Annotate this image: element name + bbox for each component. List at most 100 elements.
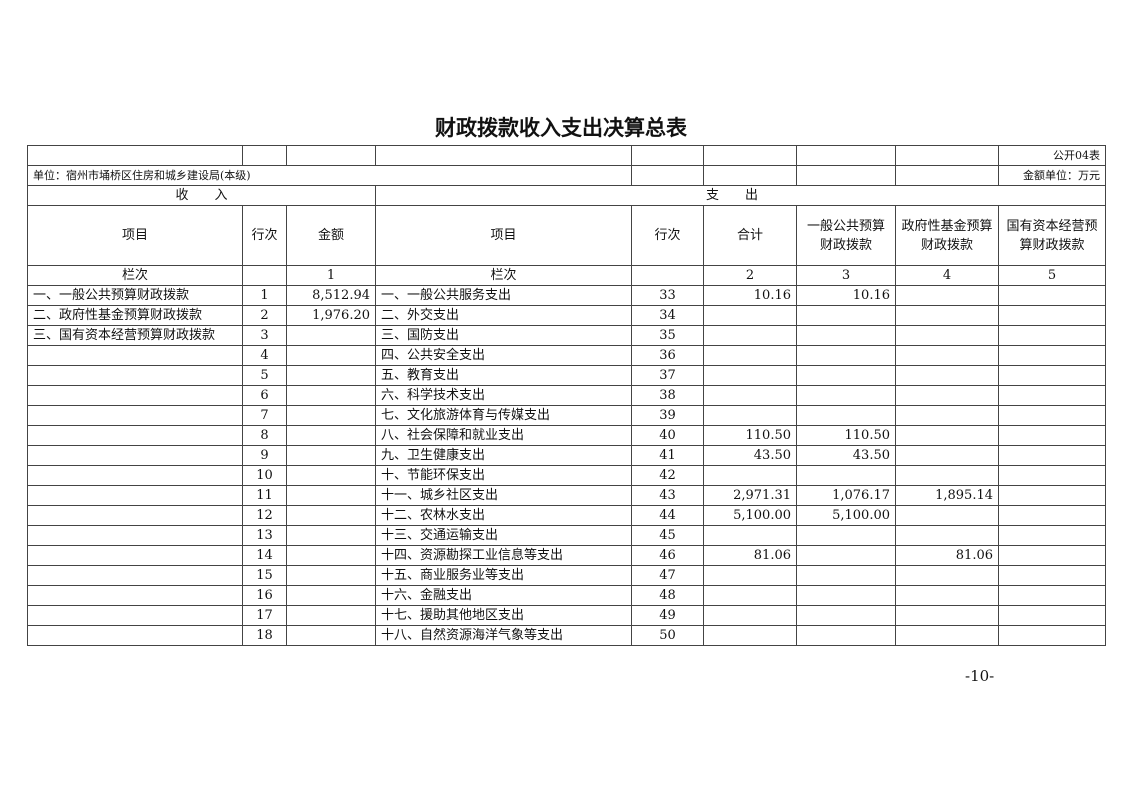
cell-income-line: 11: [242, 485, 287, 506]
cell-total: [703, 385, 797, 406]
cell-income-amount: [286, 545, 376, 566]
cell-general: [796, 385, 896, 406]
cell-state-capital: [998, 425, 1106, 446]
cell-income-amount: [286, 445, 376, 466]
cell-income-item: [27, 585, 243, 606]
cell-income-item: [27, 605, 243, 626]
cell-income-line: 6: [242, 385, 287, 406]
cell-gov-fund: [895, 565, 999, 586]
cell-general: [796, 585, 896, 606]
cell-expense-item: 八、社会保障和就业支出: [375, 425, 632, 446]
table-row: 14 十四、资源勘探工业信息等支出 46 81.06 81.06: [27, 545, 1106, 566]
cell-income-amount: [286, 465, 376, 486]
table-row: 17 十七、援助其他地区支出 49: [27, 605, 1106, 626]
cell-state-capital: [998, 625, 1106, 646]
table-row: 7 七、文化旅游体育与传媒支出 39: [27, 405, 1106, 426]
cell-expense-item: 七、文化旅游体育与传媒支出: [375, 405, 632, 426]
index-2: 2: [703, 265, 797, 286]
cell-income-item: [27, 425, 243, 446]
cell-income-line: 12: [242, 505, 287, 526]
cell-expense-line: 44: [631, 505, 704, 526]
cell-income-item: 二、政府性基金预算财政拨款: [27, 305, 243, 326]
cell-general: 10.16: [796, 285, 896, 306]
cell-gov-fund: 1,895.14: [895, 485, 999, 506]
cell-expense-line: 47: [631, 565, 704, 586]
table-row: 4 四、公共安全支出 36: [27, 345, 1106, 366]
cell-state-capital: [998, 445, 1106, 466]
table-row: 18 十八、自然资源海洋气象等支出 50: [27, 625, 1106, 646]
cell-gov-fund: [895, 345, 999, 366]
column-header-row: 项目 行次 金额 项目 行次 合计 一般公共预算财政拨款 政府性基金预算财政拨款…: [27, 205, 1106, 266]
cell-expense-line: 45: [631, 525, 704, 546]
col-expense-line: 行次: [631, 205, 704, 266]
cell-income-item: [27, 345, 243, 366]
cell-total: 2,971.31: [703, 485, 797, 506]
cell-expense-item: 十二、农林水支出: [375, 505, 632, 526]
index-3: 3: [796, 265, 896, 286]
cell-state-capital: [998, 505, 1106, 526]
cell-expense-line: 46: [631, 545, 704, 566]
cell-general: [796, 625, 896, 646]
cell-income-amount: [286, 385, 376, 406]
cell-general: [796, 605, 896, 626]
cell-expense-item: 四、公共安全支出: [375, 345, 632, 366]
cell-gov-fund: [895, 285, 999, 306]
cell-income-line: 3: [242, 325, 287, 346]
index-5: 5: [998, 265, 1106, 286]
cell-income-line: 10: [242, 465, 287, 486]
cell-income-line: 8: [242, 425, 287, 446]
cell-income-line: 7: [242, 405, 287, 426]
income-header: 收 入: [27, 185, 376, 206]
page-title: 财政拨款收入支出决算总表: [435, 115, 687, 140]
table-row: 10 十、节能环保支出 42: [27, 465, 1106, 486]
cell-expense-item: 十八、自然资源海洋气象等支出: [375, 625, 632, 646]
page-number: -10-: [965, 667, 995, 685]
cell-expense-item: 一、一般公共服务支出: [375, 285, 632, 306]
cell-general: [796, 565, 896, 586]
cell-expense-line: 48: [631, 585, 704, 606]
cell-total: [703, 405, 797, 426]
table-row: 三、国有资本经营预算财政拨款 3 三、国防支出 35: [27, 325, 1106, 346]
cell-income-item: [27, 465, 243, 486]
cell-expense-line: 34: [631, 305, 704, 326]
cell-income-item: [27, 545, 243, 566]
cell-expense-item: 十一、城乡社区支出: [375, 485, 632, 506]
cell-expense-item: 十五、商业服务业等支出: [375, 565, 632, 586]
cell-gov-fund: [895, 465, 999, 486]
cell-income-amount: [286, 605, 376, 626]
cell-income-line: 18: [242, 625, 287, 646]
cell-gov-fund: 81.06: [895, 545, 999, 566]
cell-total: [703, 625, 797, 646]
cell-state-capital: [998, 325, 1106, 346]
cell-income-line: 4: [242, 345, 287, 366]
cell-income-line: 16: [242, 585, 287, 606]
col-state-capital: 国有资本经营预算财政拨款: [998, 205, 1106, 266]
budget-table: 公开04表 单位：宿州市埇桥区住房和城乡建设局(本级) 金额单位：万元 收 入 …: [27, 145, 1106, 646]
cell-income-amount: [286, 425, 376, 446]
cell-income-line: 5: [242, 365, 287, 386]
cell-expense-line: 37: [631, 365, 704, 386]
cell-expense-item: 十六、金融支出: [375, 585, 632, 606]
table-row: 11 十一、城乡社区支出 43 2,971.31 1,076.17 1,895.14: [27, 485, 1106, 506]
cell-state-capital: [998, 565, 1106, 586]
cell-income-amount: [286, 485, 376, 506]
cell-total: [703, 605, 797, 626]
cell-expense-item: 六、科学技术支出: [375, 385, 632, 406]
cell-income-item: [27, 365, 243, 386]
cell-state-capital: [998, 365, 1106, 386]
amount-unit: 金额单位：万元: [998, 165, 1106, 186]
cell-total: [703, 525, 797, 546]
cell-general: 110.50: [796, 425, 896, 446]
cell-state-capital: [998, 485, 1106, 506]
cell-gov-fund: [895, 385, 999, 406]
form-code-row: 公开04表: [27, 145, 1106, 166]
cell-gov-fund: [895, 605, 999, 626]
cell-expense-line: 41: [631, 445, 704, 466]
cell-income-line: 15: [242, 565, 287, 586]
cell-gov-fund: [895, 525, 999, 546]
cell-income-line: 17: [242, 605, 287, 626]
index-label: 栏次: [375, 265, 632, 286]
table-row: 8 八、社会保障和就业支出 40 110.50 110.50: [27, 425, 1106, 446]
section-header-row: 收 入 支 出: [27, 185, 1106, 206]
cell-total: 81.06: [703, 545, 797, 566]
